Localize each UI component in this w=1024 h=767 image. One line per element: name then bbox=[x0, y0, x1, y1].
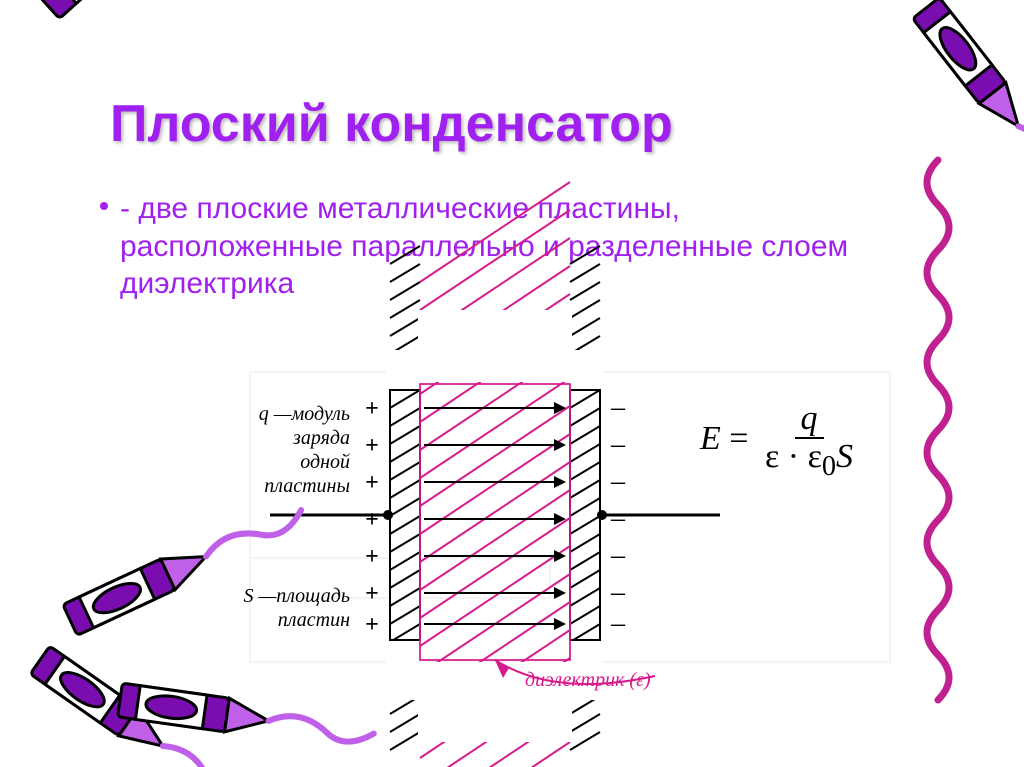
crayon-decorations bbox=[0, 0, 1024, 767]
